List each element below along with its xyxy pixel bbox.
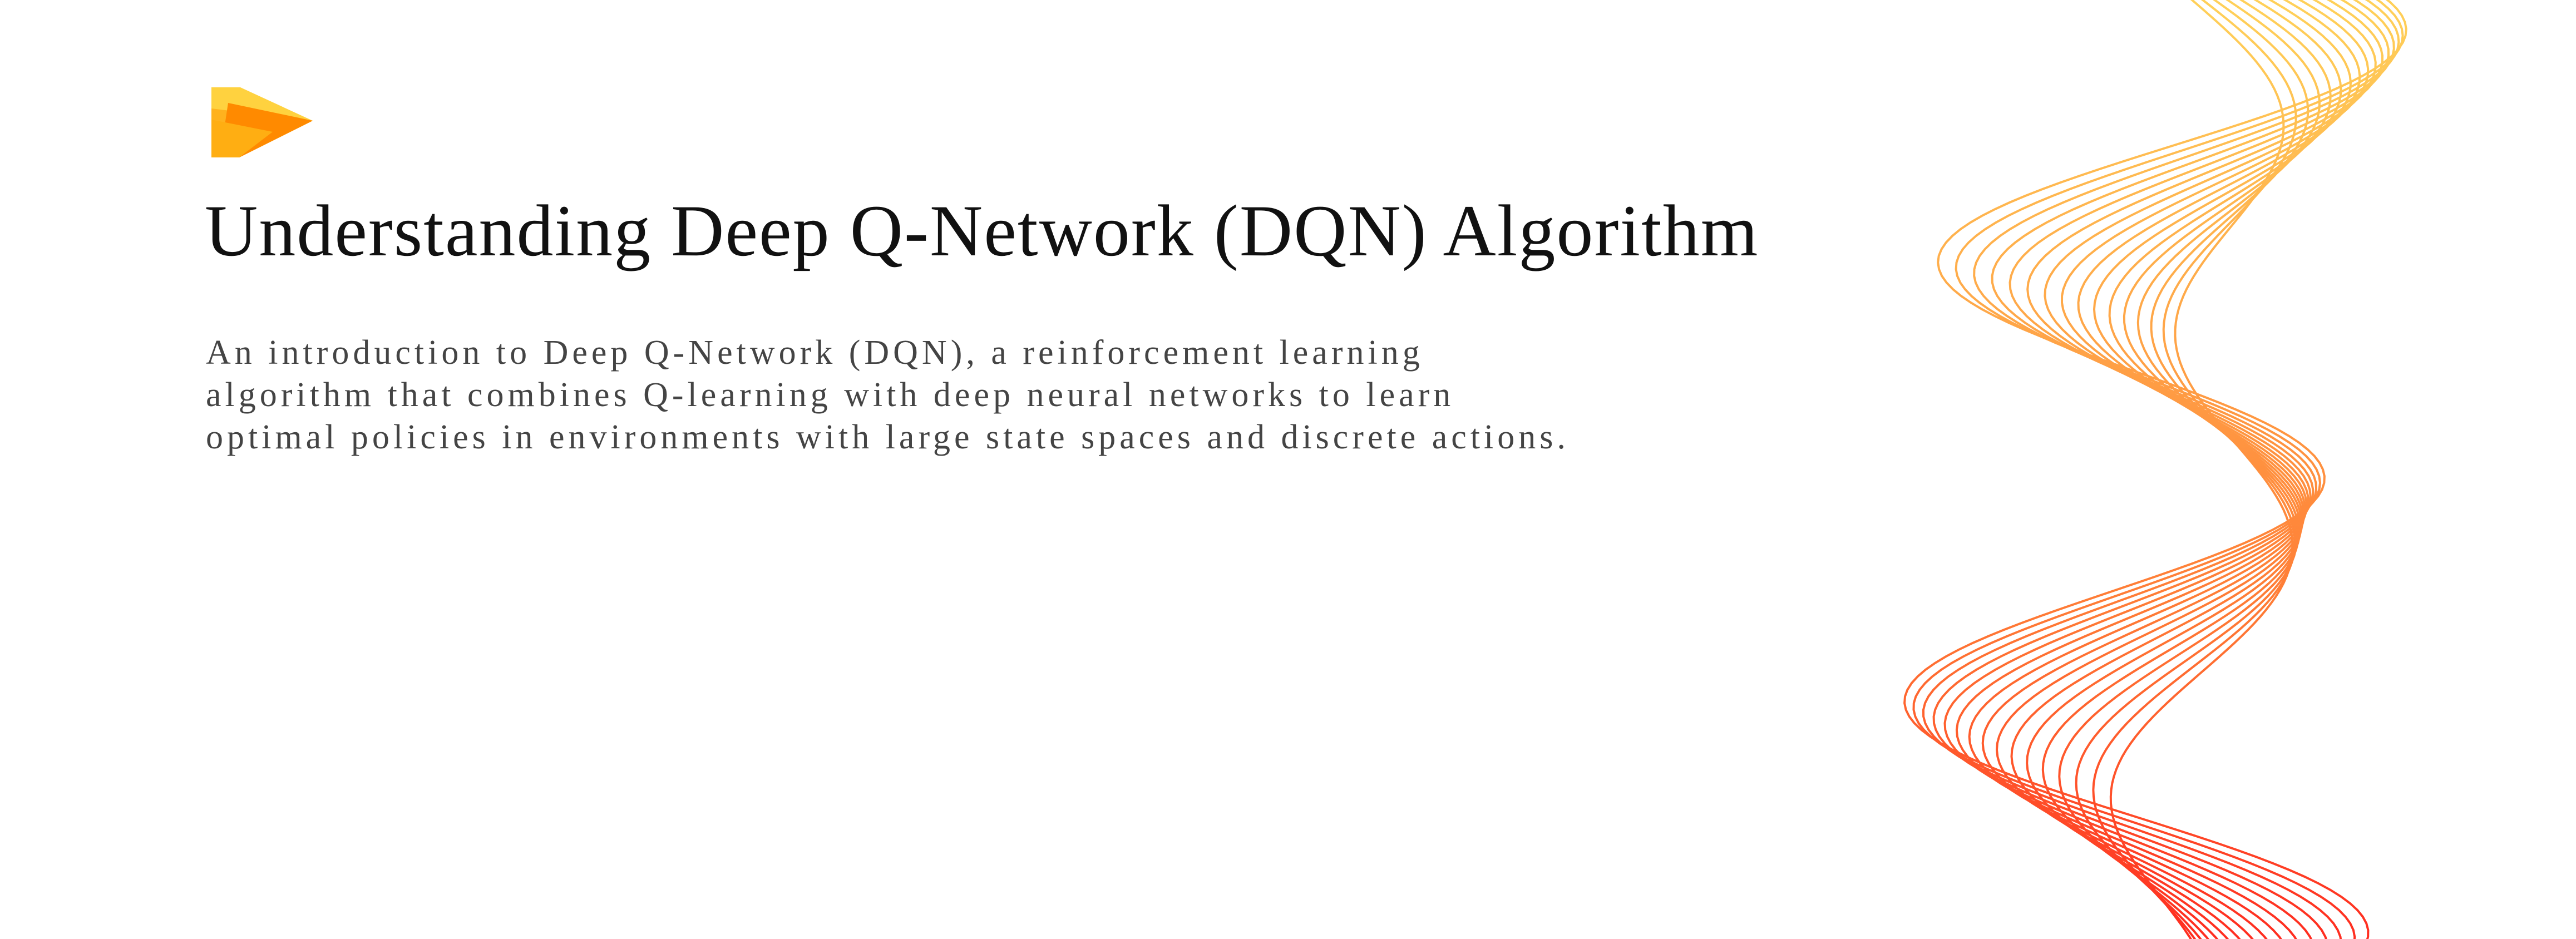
wave-line [1932, 0, 2395, 939]
play-arrow-logo-icon [211, 87, 313, 157]
slide-subtitle: An introduction to Deep Q-Network (DQN),… [206, 334, 1570, 456]
wave-line [1903, 0, 2407, 939]
wave-lines-decoration [1903, 0, 2407, 939]
wave-line [1922, 0, 2400, 939]
wave-line [1955, 0, 2384, 939]
wave-line [2109, 0, 2294, 939]
slide-title: Understanding Deep Q-Network (DQN) Algor… [205, 190, 1759, 271]
wave-line [1943, 0, 2390, 939]
wave-line [2026, 0, 2342, 939]
wave-line [1912, 0, 2404, 939]
